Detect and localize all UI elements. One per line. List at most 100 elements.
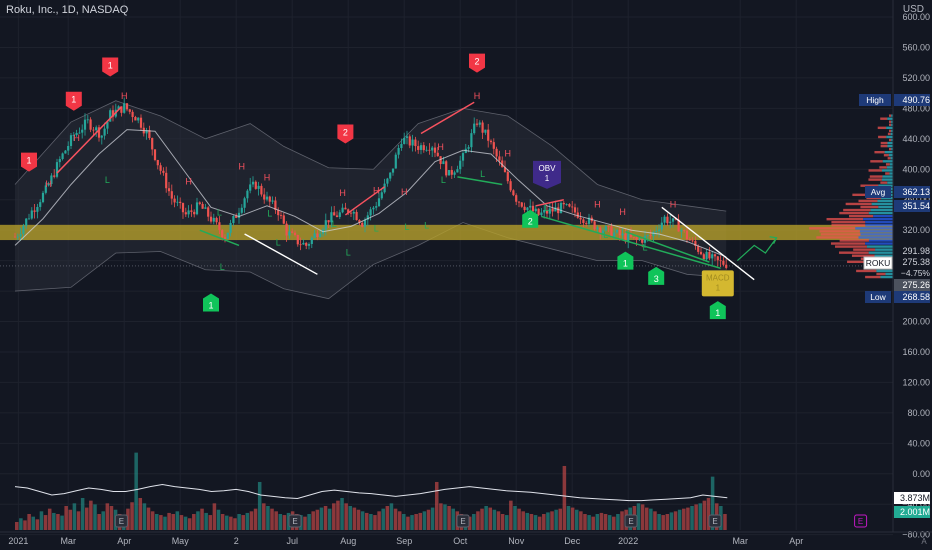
volume-profile-bar (847, 260, 873, 264)
current-price-label: ROKU 275.38−4.75% (863, 256, 930, 278)
volume-bar (620, 511, 624, 530)
volume-profile-bar (876, 272, 886, 276)
bollinger-band (14, 100, 727, 300)
candle-body (125, 103, 129, 110)
candle-body (403, 137, 406, 144)
volume-bar (418, 512, 423, 530)
volume-profile-bar (882, 160, 893, 163)
volume-bar (612, 516, 616, 530)
candle-body (498, 156, 501, 161)
candle-body (86, 119, 89, 121)
price-tick-label: 120.00 (902, 377, 930, 387)
volume-bar (229, 516, 233, 530)
volume-bar (163, 516, 167, 530)
volume-bar (397, 511, 402, 530)
current-price-box (894, 256, 930, 278)
volume-bar (200, 508, 204, 530)
candle-body (534, 208, 537, 212)
candle-body (447, 170, 451, 176)
candle-body (652, 231, 655, 237)
candle-body (576, 212, 579, 218)
volume-profile-bar (870, 160, 883, 163)
volume-bar (249, 511, 254, 530)
volume-bar (142, 503, 147, 530)
currency-label[interactable]: USD (902, 4, 924, 15)
volume-bar (426, 509, 431, 530)
candle-body (55, 162, 59, 177)
candle-body (89, 119, 92, 130)
volume-bar (105, 503, 110, 530)
volume-bar (257, 481, 262, 530)
candle-body (473, 123, 476, 134)
volume-bar (60, 515, 64, 530)
candle-body (176, 201, 179, 203)
candle-body (408, 136, 411, 146)
volume-bar (410, 515, 414, 530)
candle-body (596, 227, 599, 230)
high-mark: H (339, 188, 346, 198)
volume-current-box (894, 506, 930, 518)
buy-signal: 1 (203, 293, 219, 312)
candle-body (688, 239, 691, 241)
volume-bar (472, 513, 476, 530)
volume-bar (332, 503, 336, 530)
candle-body (509, 181, 512, 191)
obv-signal-label: OBV (539, 164, 557, 173)
volume-bar (686, 507, 690, 530)
candle-body (624, 233, 627, 242)
volume-bar (373, 515, 377, 530)
candle-body (333, 212, 336, 216)
high-mark: H (264, 173, 271, 183)
volume-profile-bar (891, 123, 893, 126)
earnings-marker-box (854, 514, 868, 528)
candle-body (75, 132, 78, 136)
volume-profile-bar (868, 211, 893, 215)
candle-body (702, 254, 705, 260)
time-axis[interactable]: 2021 Mar Apr May 2 Jul Aug Sep Oct Nov Dec 2022 Mar A… (0, 531, 932, 546)
volume-profile-bar (880, 144, 888, 148)
sell-signal: 1 (102, 57, 119, 77)
candle-body (627, 233, 630, 242)
volume-ma-box (894, 492, 930, 504)
candle-body (646, 235, 649, 236)
candle-body (587, 217, 591, 224)
volume-bar (319, 507, 324, 530)
low-mark: L (217, 208, 222, 218)
candle-body (338, 212, 341, 217)
buy-signal-label: 1 (623, 259, 628, 269)
candle-body (568, 204, 571, 207)
candle-body (316, 233, 319, 238)
volume-bar (393, 508, 398, 530)
high-low-marks: H H L H H L H H L L L L H L H L H L L H L H L H L H L H L H (45, 91, 676, 272)
sell-signal-shape (102, 57, 119, 77)
volume-bar (68, 509, 73, 530)
volume-bar (311, 511, 315, 530)
candle-body (579, 217, 582, 220)
volume-bar (303, 516, 307, 530)
candle-body (61, 153, 64, 160)
volume-current-value: 2.001M (900, 507, 930, 517)
candle-body (313, 233, 316, 238)
candle-body (610, 226, 613, 237)
candle-body (120, 106, 123, 113)
candle-body (226, 232, 229, 239)
candle-body (109, 110, 112, 122)
candle-body (391, 168, 395, 173)
candle-body (13, 236, 17, 238)
volume-bar (262, 503, 266, 530)
candle-body (613, 232, 616, 237)
volume-profile-bar (839, 239, 869, 242)
volume-profile-bar (886, 126, 893, 130)
candle-body (484, 129, 487, 133)
bollinger-fill (15, 100, 727, 299)
volume-bar (509, 500, 513, 530)
level-price-label-box (894, 200, 930, 212)
low-mark: L (276, 237, 281, 247)
candle-body (344, 207, 347, 210)
indicator-lines (14, 101, 778, 281)
volume-bar (529, 513, 534, 530)
volume-profile-bar (891, 147, 893, 151)
candle-body (111, 110, 115, 117)
candle-body (288, 231, 291, 236)
